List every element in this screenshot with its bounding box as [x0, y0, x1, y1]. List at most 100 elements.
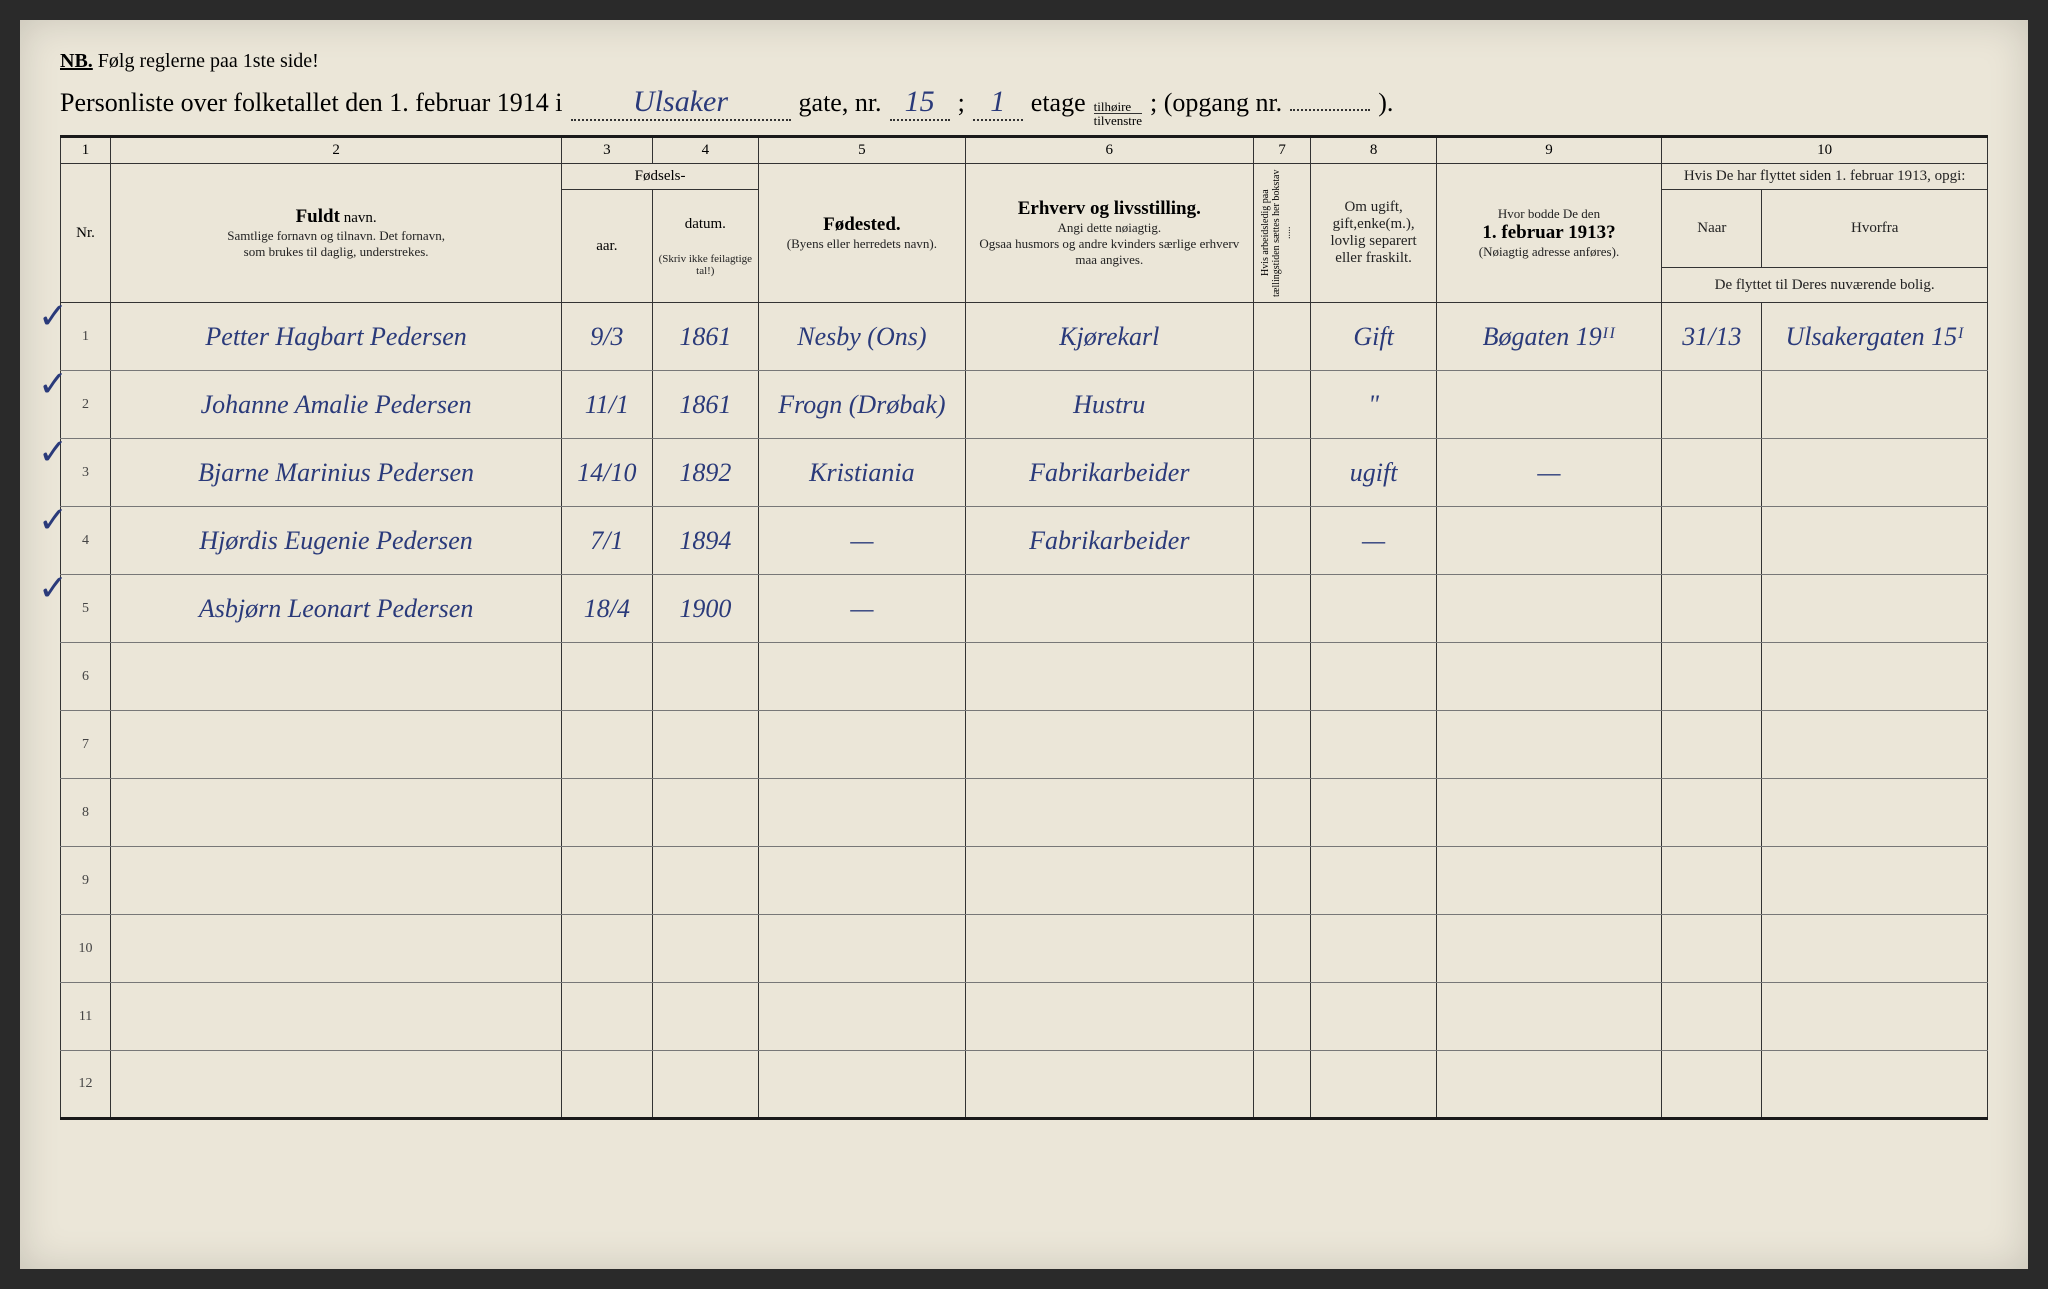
colnum-3: 3 [562, 137, 652, 164]
cell-moved-from [1762, 915, 1988, 983]
cell-name [111, 643, 562, 711]
cell-name: Bjarne Marinius Pedersen [111, 439, 562, 507]
cell-moved-from [1762, 575, 1988, 643]
cell-birthplace [759, 915, 966, 983]
cell-marital: — [1311, 507, 1436, 575]
table-row: 6 [61, 643, 1988, 711]
cell-unemployed [1253, 711, 1311, 779]
cell-occupation [965, 643, 1253, 711]
cell-moved-when: 31/13 [1662, 303, 1762, 371]
cell-moved-when [1662, 711, 1762, 779]
cell-prev-addr [1436, 983, 1661, 1051]
cell-marital: " [1311, 371, 1436, 439]
cell-moved-when [1662, 779, 1762, 847]
row-number: 11 [61, 983, 111, 1051]
cell-moved-from [1762, 439, 1988, 507]
cell-name [111, 1051, 562, 1119]
header-marital: Om ugift, gift,enke(m.), lovlig separert… [1311, 164, 1436, 303]
cell-birth-day [562, 1051, 652, 1119]
cell-occupation: Hustru [965, 371, 1253, 439]
cell-name [111, 847, 562, 915]
cell-name: Asbjørn Leonart Pedersen [111, 575, 562, 643]
cell-birth-day: 14/10 [562, 439, 652, 507]
cell-occupation: Fabrikarbeider [965, 507, 1253, 575]
header-birth-group: Fødsels- [562, 164, 759, 190]
gate-nr-field: 15 [890, 85, 950, 121]
colnum-2: 2 [111, 137, 562, 164]
margin-checkmark: ✓ [38, 295, 68, 337]
cell-birth-day: 7/1 [562, 507, 652, 575]
cell-birth-year [652, 779, 758, 847]
cell-birth-year: 1892 [652, 439, 758, 507]
cell-moved-when [1662, 643, 1762, 711]
cell-birth-day [562, 711, 652, 779]
opgang-nr-field [1290, 109, 1370, 111]
cell-name [111, 711, 562, 779]
cell-unemployed [1253, 507, 1311, 575]
cell-birth-day [562, 643, 652, 711]
cell-moved-from [1762, 983, 1988, 1051]
cell-unemployed [1253, 575, 1311, 643]
cell-name [111, 779, 562, 847]
cell-birth-day [562, 915, 652, 983]
cell-moved-from [1762, 1051, 1988, 1119]
cell-name [111, 915, 562, 983]
cell-marital [1311, 915, 1436, 983]
cell-unemployed [1253, 371, 1311, 439]
nb-text: Følg reglerne paa 1ste side! [98, 50, 319, 72]
cell-moved-when [1662, 983, 1762, 1051]
cell-birthplace: — [759, 507, 966, 575]
row-number: 6 [61, 643, 111, 711]
cell-birth-day [562, 847, 652, 915]
cell-birth-year [652, 915, 758, 983]
etage-fraction: tilhøire tilvenstre [1094, 100, 1142, 127]
cell-prev-addr [1436, 779, 1661, 847]
header-prev-addr: Hvor bodde De den 1. februar 1913? (Nøia… [1436, 164, 1661, 303]
header-name: Fuldt navn. Samtlige fornavn og tilnavn.… [111, 164, 562, 303]
nb-label: NB. [60, 50, 93, 72]
table-row: 3 Bjarne Marinius Pedersen 14/10 1892 Kr… [61, 439, 1988, 507]
cell-birth-day: 9/3 [562, 303, 652, 371]
etage-label: etage [1031, 88, 1086, 118]
cell-birth-year: 1861 [652, 303, 758, 371]
table-row: 1 Petter Hagbart Pedersen 9/3 1861 Nesby… [61, 303, 1988, 371]
semicolon: ; [958, 88, 965, 118]
colnum-6: 6 [965, 137, 1253, 164]
cell-birth-day [562, 779, 652, 847]
row-number: 10 [61, 915, 111, 983]
cell-birthplace [759, 643, 966, 711]
cell-marital [1311, 983, 1436, 1051]
cell-prev-addr [1436, 847, 1661, 915]
table-body: 1 Petter Hagbart Pedersen 9/3 1861 Nesby… [61, 303, 1988, 1119]
gate-label: gate, nr. [799, 88, 882, 118]
row-number: 12 [61, 1051, 111, 1119]
cell-prev-addr: — [1436, 439, 1661, 507]
cell-occupation [965, 711, 1253, 779]
census-table: 1 2 3 4 5 6 7 8 9 10 Nr. Fuldt navn. Sam… [60, 135, 1988, 1120]
header-occupation: Erhverv og livsstilling. Angi dette nøia… [965, 164, 1253, 303]
cell-unemployed [1253, 915, 1311, 983]
cell-marital [1311, 575, 1436, 643]
cell-moved-from [1762, 711, 1988, 779]
colnum-8: 8 [1311, 137, 1436, 164]
colnum-10: 10 [1662, 137, 1988, 164]
header-moved: Hvis De har flyttet siden 1. februar 191… [1662, 164, 1988, 190]
cell-birthplace: Nesby (Ons) [759, 303, 966, 371]
cell-moved-when [1662, 371, 1762, 439]
cell-birthplace [759, 711, 966, 779]
cell-moved-from [1762, 507, 1988, 575]
colnum-7: 7 [1253, 137, 1311, 164]
cell-birth-year: 1861 [652, 371, 758, 439]
cell-moved-when [1662, 507, 1762, 575]
cell-moved-when [1662, 439, 1762, 507]
cell-moved-from [1762, 371, 1988, 439]
colnum-4: 4 [652, 137, 758, 164]
cell-birthplace [759, 779, 966, 847]
row-number: 7 [61, 711, 111, 779]
cell-marital: Gift [1311, 303, 1436, 371]
cell-unemployed [1253, 1051, 1311, 1119]
colnum-1: 1 [61, 137, 111, 164]
cell-birth-year [652, 643, 758, 711]
cell-occupation [965, 847, 1253, 915]
cell-birth-year: 1900 [652, 575, 758, 643]
